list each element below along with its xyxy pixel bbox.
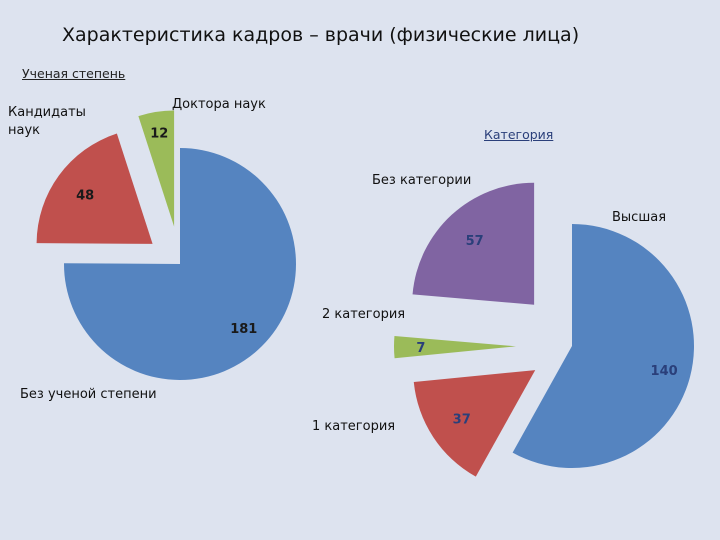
pie1-value-label-2: 12 — [150, 127, 168, 142]
pie1-title: Ученая степень — [22, 66, 126, 81]
pie2-category-label-1: 1 категория — [312, 419, 396, 434]
pie2-value-label-1: 37 — [453, 412, 471, 427]
pie1-slice-2 — [138, 110, 175, 227]
pie1-value-label-0: 181 — [230, 322, 257, 337]
pie2-slice-1 — [413, 370, 536, 477]
pie1-slice-0 — [63, 148, 296, 380]
pie2-slice-0 — [512, 224, 694, 468]
pie2-slice-2 — [394, 336, 517, 359]
pie2-category-label-2: 2 категория — [322, 307, 406, 322]
pie2-value-label-0: 140 — [651, 364, 678, 379]
pie2-value-label-3: 57 — [466, 234, 484, 249]
pie1-slice-1 — [36, 133, 153, 244]
pie1-category-label-0: Без ученой степени — [20, 387, 157, 402]
pie1-category-label-2: Доктора наук — [172, 97, 266, 112]
pie1-category-label-1: Кандидаты наук — [8, 105, 86, 138]
pie2-slice-3 — [412, 182, 535, 305]
pie2-category-label-3: Без категории — [372, 173, 472, 188]
pie1-value-label-1: 48 — [76, 189, 94, 204]
pie2-value-label-2: 7 — [416, 341, 425, 356]
pie2-category-label-0: Высшая — [612, 210, 667, 225]
slide-title: Характеристика кадров – врачи (физически… — [62, 24, 580, 46]
pie2-title: Категория — [484, 127, 554, 142]
